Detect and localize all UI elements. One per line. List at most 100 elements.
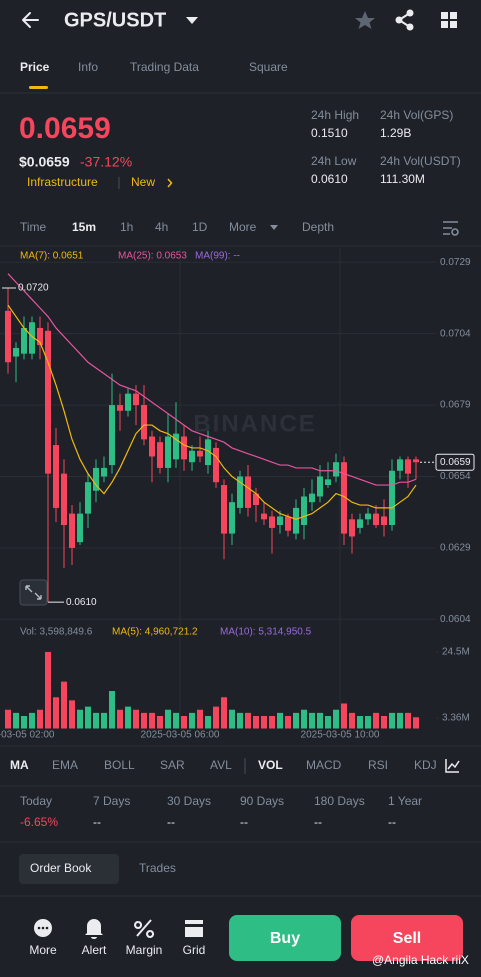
- y-tick-label: 0.0729: [440, 257, 471, 268]
- volume-bar: [333, 709, 339, 729]
- tool-label[interactable]: Alert: [82, 943, 107, 957]
- credit: @Angila Hack riiX: [372, 953, 469, 967]
- y-tick-label: 0.0679: [440, 400, 471, 411]
- tool-label[interactable]: Grid: [183, 943, 206, 957]
- volume-bar: [5, 709, 11, 729]
- tool-label[interactable]: Margin: [126, 943, 163, 957]
- volume-bar: [77, 709, 83, 729]
- grid-icon[interactable]: [185, 920, 203, 937]
- tab[interactable]: Square: [249, 60, 288, 74]
- new-badge[interactable]: New: [131, 175, 155, 189]
- candle-body: [277, 516, 283, 526]
- volume-bar: [237, 712, 243, 729]
- candle-body: [253, 493, 259, 506]
- chart-settings-icon[interactable]: [443, 221, 459, 236]
- volume-bar: [325, 716, 331, 729]
- volume-tick-label: 24.5M: [442, 647, 470, 658]
- stat-value: 1.29B: [380, 126, 411, 140]
- interval[interactable]: 1h: [120, 220, 133, 234]
- indicator-settings-icon[interactable]: [445, 759, 460, 773]
- tab[interactable]: Price: [20, 60, 50, 74]
- sell-label[interactable]: Sell: [393, 930, 421, 947]
- book-tab[interactable]: Order Book: [30, 861, 92, 875]
- period-value: -6.65%: [20, 815, 58, 829]
- margin-icon[interactable]: [134, 919, 155, 938]
- candle-body: [245, 476, 251, 508]
- pair-title[interactable]: GPS/USDT: [64, 9, 166, 31]
- stat-value: 111.30M: [380, 172, 425, 186]
- interval[interactable]: Time: [20, 220, 47, 234]
- volume-bar: [253, 716, 259, 729]
- volume-bar: [45, 651, 51, 729]
- interval[interactable]: More: [229, 220, 257, 234]
- stat-value: 0.0610: [311, 172, 348, 186]
- indicator[interactable]: MA: [10, 758, 29, 772]
- candle-body: [341, 462, 347, 534]
- stat-label: 24h Low: [311, 154, 357, 168]
- favorite-icon[interactable]: [355, 11, 375, 29]
- candle-body: [85, 482, 91, 514]
- period-label: 90 Days: [240, 794, 284, 808]
- more-caret[interactable]: [270, 225, 278, 230]
- indicator[interactable]: BOLL: [104, 758, 135, 772]
- volume-bar: [357, 716, 363, 729]
- volume-bar: [341, 703, 347, 729]
- buy-button[interactable]: [229, 915, 341, 961]
- candle-body: [125, 393, 131, 411]
- watermark: BINANCE: [193, 410, 316, 437]
- interval[interactable]: 1D: [192, 220, 208, 234]
- fullscreen-icon[interactable]: [19, 579, 48, 606]
- indicator[interactable]: RSI: [368, 758, 388, 772]
- period-label: 180 Days: [314, 794, 365, 808]
- candle-body: [293, 507, 299, 534]
- candle-body: [173, 433, 179, 460]
- period-label: Today: [20, 794, 52, 808]
- volume-bar: [133, 709, 139, 729]
- interval[interactable]: 4h: [155, 220, 168, 234]
- candle-body: [61, 473, 67, 526]
- candle-body: [349, 519, 355, 537]
- indicator[interactable]: EMA: [52, 758, 78, 772]
- sector-tag[interactable]: Infrastructure: [27, 175, 98, 189]
- indicator[interactable]: MACD: [306, 758, 342, 772]
- candle-body: [373, 513, 379, 526]
- indicator[interactable]: AVL: [210, 758, 232, 772]
- candle-body: [221, 485, 227, 534]
- back-button[interactable]: [22, 12, 39, 28]
- stat-value: 0.1510: [311, 126, 348, 140]
- tool-label[interactable]: More: [29, 943, 57, 957]
- candle-body: [237, 476, 243, 508]
- volume-bar: [157, 716, 163, 729]
- moving-average-line: [7, 273, 417, 486]
- alert-icon[interactable]: [85, 919, 103, 939]
- x-tick-label: 2025-03-05 02:00: [0, 730, 55, 741]
- volume-bar: [405, 712, 411, 729]
- indicator[interactable]: SAR: [160, 758, 185, 772]
- volume-bar: [349, 712, 355, 729]
- tab[interactable]: Trading Data: [130, 60, 199, 74]
- stat-label: 24h Vol(GPS): [380, 108, 453, 122]
- volume-bar: [269, 716, 275, 729]
- share-icon[interactable]: [395, 9, 414, 31]
- candle-body: [189, 450, 195, 463]
- buy-label[interactable]: Buy: [270, 930, 300, 947]
- pair-caret[interactable]: [186, 17, 198, 24]
- volume-bar: [93, 712, 99, 729]
- y-tick-label: 0.0604: [440, 614, 471, 625]
- book-tab[interactable]: Trades: [139, 861, 176, 875]
- volume-legend: Vol: 3,598,849.6: [20, 627, 93, 638]
- layout-icon[interactable]: [441, 12, 457, 28]
- tab[interactable]: Info: [78, 60, 98, 74]
- volume-tick-label: 3.36M: [442, 713, 470, 724]
- interval[interactable]: Depth: [302, 220, 334, 234]
- volume-bar: [69, 700, 75, 729]
- indicator[interactable]: VOL: [258, 758, 283, 772]
- indicator[interactable]: KDJ: [414, 758, 437, 772]
- candle-body: [261, 513, 267, 520]
- volume-bar: [229, 709, 235, 729]
- interval[interactable]: 15m: [72, 220, 96, 234]
- last-price: 0.0659: [19, 112, 111, 145]
- volume-bar: [381, 716, 387, 729]
- sell-button[interactable]: [351, 915, 463, 961]
